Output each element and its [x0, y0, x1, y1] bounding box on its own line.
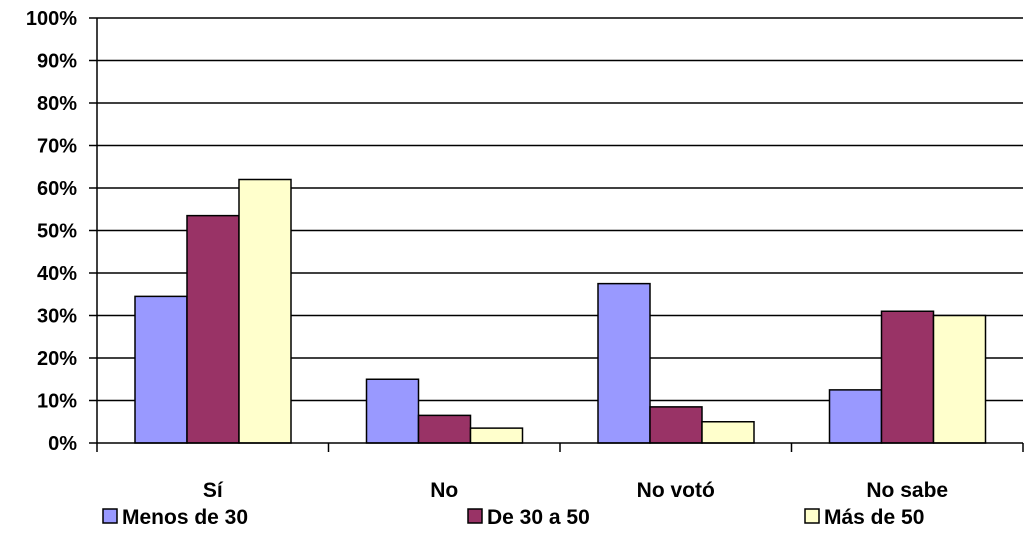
- y-tick-label: 0%: [48, 433, 77, 455]
- y-tick-label: 100%: [26, 8, 77, 30]
- bar: [932, 314, 987, 444]
- y-tick-label: 30%: [37, 306, 77, 328]
- bars: [134, 178, 987, 444]
- legend-label: Menos de 30: [122, 506, 248, 529]
- x-category-label: No: [430, 479, 458, 502]
- bar: [469, 427, 524, 444]
- bar: [134, 295, 188, 444]
- bar: [417, 414, 472, 444]
- y-tick-label: 80%: [37, 93, 77, 115]
- y-tick-label: 20%: [37, 348, 77, 370]
- y-tick-labels: 0% 10% 20% 30% 40% 50% 60% 70% 80% 90% 100%: [26, 8, 77, 455]
- bar: [701, 421, 755, 444]
- legend-label: Más de 50: [824, 506, 924, 529]
- bar: [186, 214, 240, 444]
- bar: [649, 406, 703, 444]
- legend-label: De 30 a 50: [487, 506, 590, 529]
- y-tick-label: 50%: [37, 221, 77, 243]
- axes: [89, 17, 1024, 452]
- bar: [238, 178, 292, 444]
- y-tick-label: 90%: [37, 51, 77, 73]
- y-tick-label: 70%: [37, 136, 77, 158]
- x-category-label: No sabe: [866, 479, 948, 502]
- x-category-label: Sí: [203, 479, 224, 502]
- y-tick-label: 40%: [37, 263, 77, 285]
- bar: [880, 310, 935, 444]
- y-tick-label: 10%: [37, 391, 77, 413]
- x-category-labels: Sí No No votó No sabe: [203, 479, 948, 502]
- bar: [365, 378, 420, 444]
- legend: Menos de 30 De 30 a 50 Más de 50: [102, 506, 924, 529]
- y-tick-label: 60%: [37, 178, 77, 200]
- legend-swatch: [804, 508, 820, 524]
- legend-swatch: [102, 508, 118, 524]
- bar: [828, 389, 883, 444]
- x-category-label: No votó: [637, 479, 715, 502]
- bar: [597, 282, 651, 444]
- legend-swatch: [467, 508, 483, 524]
